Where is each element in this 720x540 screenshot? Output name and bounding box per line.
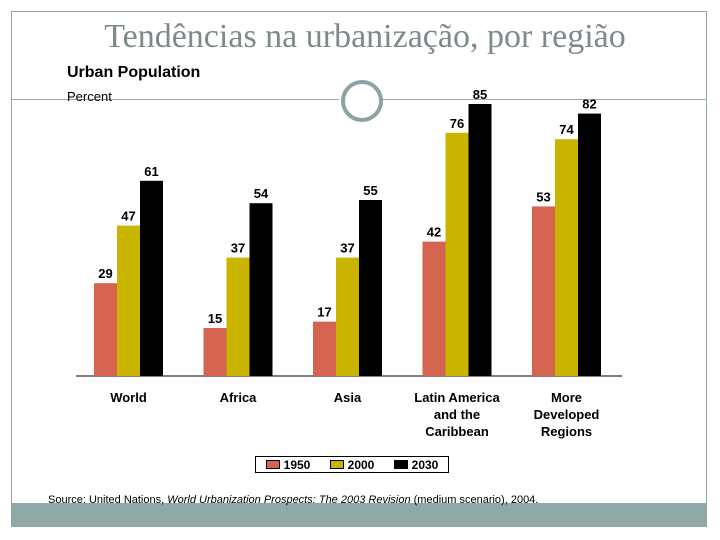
data-label-2000-0: 47 bbox=[121, 209, 135, 224]
category-label-4: More Developed Regions bbox=[533, 390, 600, 439]
bar-1950-2 bbox=[313, 321, 336, 376]
data-label-1950-3: 42 bbox=[427, 225, 441, 240]
chart-y-label: Percent bbox=[67, 89, 112, 104]
data-label-2030-1: 54 bbox=[254, 186, 269, 201]
source-suffix: (medium scenario), 2004. bbox=[410, 494, 539, 506]
data-label-2030-4: 82 bbox=[582, 97, 596, 112]
title-divider-left bbox=[11, 99, 339, 100]
legend-swatch-2000 bbox=[329, 460, 344, 469]
data-label-2030-0: 61 bbox=[144, 164, 158, 179]
category-label-3: Latin America and the Caribbean bbox=[414, 390, 500, 439]
data-label-2030-3: 85 bbox=[473, 87, 487, 102]
data-label-1950-4: 53 bbox=[536, 189, 550, 204]
chart-legend: 1950 2000 2030 bbox=[255, 456, 449, 473]
bar-2030-2 bbox=[359, 200, 382, 376]
data-label-1950-2: 17 bbox=[317, 305, 331, 320]
legend-swatch-1950 bbox=[265, 460, 280, 469]
bar-2030-1 bbox=[249, 203, 273, 376]
source-note: Source: United Nations, World Urbanizati… bbox=[48, 494, 538, 506]
data-label-2030-2: 55 bbox=[363, 183, 377, 198]
bar-2000-3 bbox=[445, 132, 469, 376]
title-divider-right bbox=[382, 99, 707, 100]
legend-label-2000: 2000 bbox=[347, 457, 375, 472]
legend-item-1950: 1950 bbox=[265, 457, 311, 472]
legend-item-2000: 2000 bbox=[329, 457, 375, 472]
legend-swatch-2030 bbox=[393, 460, 408, 469]
source-prefix: Source: United Nations, bbox=[48, 494, 168, 506]
data-label-2000-4: 74 bbox=[559, 122, 574, 137]
bar-1950-1 bbox=[203, 328, 227, 376]
category-label-1: Africa bbox=[219, 390, 257, 405]
legend-label-2030: 2030 bbox=[411, 457, 439, 472]
bar-2000-2 bbox=[336, 257, 359, 376]
data-label-1950-0: 29 bbox=[98, 266, 112, 281]
bar-2000-1 bbox=[226, 257, 250, 376]
category-label-0: World bbox=[110, 390, 147, 405]
bar-2030-0 bbox=[140, 180, 163, 376]
bar-1950-4 bbox=[532, 206, 555, 376]
data-label-2000-3: 76 bbox=[450, 116, 464, 131]
slide-footer-bar bbox=[11, 503, 707, 527]
category-label-2: Asia bbox=[333, 390, 362, 405]
bar-1950-3 bbox=[422, 241, 446, 376]
data-label-1950-1: 15 bbox=[208, 311, 222, 326]
bar-2030-4 bbox=[578, 113, 601, 376]
legend-item-2030: 2030 bbox=[393, 457, 439, 472]
chart-title: Urban Population bbox=[67, 64, 201, 81]
legend-label-1950: 1950 bbox=[283, 457, 311, 472]
bar-2000-0 bbox=[117, 225, 140, 376]
source-publication: World Urbanization Prospects: The 2003 R… bbox=[167, 494, 411, 506]
bar-2000-4 bbox=[555, 139, 578, 376]
data-label-2000-2: 37 bbox=[340, 241, 354, 256]
decorative-ring-icon bbox=[341, 80, 383, 122]
data-label-2000-1: 37 bbox=[231, 241, 245, 256]
slide-title: Tendências na urbanização, por região bbox=[104, 18, 626, 55]
bar-2030-3 bbox=[468, 104, 492, 376]
bar-1950-0 bbox=[94, 283, 117, 376]
